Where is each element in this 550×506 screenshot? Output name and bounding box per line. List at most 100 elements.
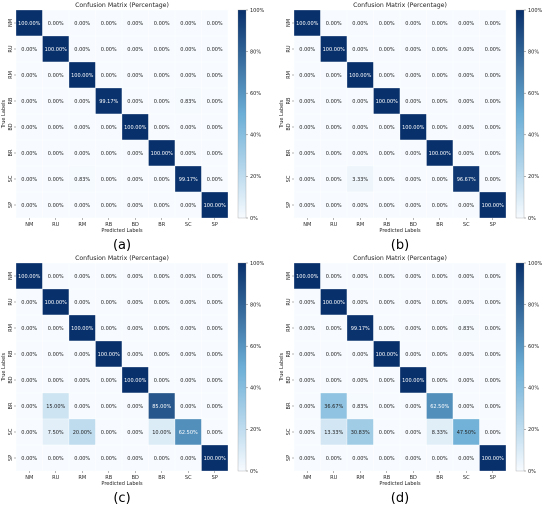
heatmap-cell bbox=[42, 61, 70, 89]
cell-value-label: 20.00% bbox=[73, 430, 92, 436]
cell-value-label: 0.00% bbox=[458, 300, 474, 306]
heatmap-cell bbox=[373, 366, 401, 394]
cell-value-label: 0.00% bbox=[207, 378, 223, 384]
cell-value-label: 0.00% bbox=[405, 456, 421, 462]
cell-value-label: 0.00% bbox=[432, 326, 448, 332]
x-tick-label: RU bbox=[52, 475, 59, 481]
cell-value-label: 0.00% bbox=[299, 151, 315, 157]
cell-value-label: 0.00% bbox=[21, 125, 37, 131]
cell-value-label: 0.00% bbox=[352, 47, 368, 53]
cell-value-label: 0.00% bbox=[21, 73, 37, 79]
cell-value-label: 0.00% bbox=[101, 47, 117, 53]
heatmap-cell bbox=[68, 61, 96, 89]
cell-value-label: 0.00% bbox=[352, 300, 368, 306]
y-tick-label: SC bbox=[286, 175, 292, 182]
heatmap-cell bbox=[121, 314, 149, 342]
colorbar-tick-label: 20% bbox=[528, 427, 539, 433]
cell-value-label: 0.00% bbox=[127, 274, 143, 280]
x-tick-label: NM bbox=[303, 222, 311, 228]
y-tick-label: SP bbox=[8, 455, 14, 461]
heatmap-cell bbox=[68, 418, 96, 446]
heatmap-cell bbox=[399, 444, 427, 472]
colorbar-tick-label: 0% bbox=[250, 469, 258, 475]
heatmap-cell bbox=[426, 288, 454, 316]
cell-value-label: 0.00% bbox=[21, 99, 37, 105]
heatmap-cell bbox=[42, 288, 70, 316]
cell-value-label: 0.00% bbox=[207, 47, 223, 53]
y-tick-label: RB bbox=[8, 350, 14, 357]
colorbar-tick-label: 80% bbox=[250, 49, 261, 55]
cell-value-label: 0.00% bbox=[207, 430, 223, 436]
cell-value-label: 0.00% bbox=[74, 378, 90, 384]
colorbar-tick-label: 40% bbox=[528, 133, 539, 139]
heatmap-cell bbox=[68, 262, 96, 290]
heatmap-cell bbox=[201, 340, 229, 368]
x-tick-label: SC bbox=[463, 475, 470, 481]
cell-value-label: 0.00% bbox=[74, 274, 90, 280]
cell-value-label: 0.00% bbox=[485, 47, 501, 53]
heatmap-cell bbox=[201, 392, 229, 420]
cell-value-label: 0.00% bbox=[458, 274, 474, 280]
cell-value-label: 0.00% bbox=[485, 378, 501, 384]
heatmap-cell bbox=[479, 139, 507, 167]
heatmap-cell bbox=[426, 35, 454, 63]
cell-value-label: 47.50% bbox=[457, 430, 476, 436]
colorbar-tick-label: 60% bbox=[250, 344, 261, 350]
heatmap-cell bbox=[121, 262, 149, 290]
cell-value-label: 0.00% bbox=[379, 47, 395, 53]
cell-value-label: 0.00% bbox=[326, 177, 342, 183]
panel-label: (b) bbox=[391, 238, 409, 253]
cell-value-label: 0.00% bbox=[379, 456, 395, 462]
cell-value-label: 0.00% bbox=[485, 151, 501, 157]
heatmap-cell bbox=[95, 35, 123, 63]
colorbar-tick-label: 100% bbox=[528, 261, 543, 267]
cell-value-label: 0.00% bbox=[458, 378, 474, 384]
heatmap-cell bbox=[373, 139, 401, 167]
heatmap-cell bbox=[320, 191, 348, 219]
cell-value-label: 0.00% bbox=[21, 326, 37, 332]
heatmap-cell bbox=[320, 418, 348, 446]
cell-value-label: 0.00% bbox=[352, 151, 368, 157]
heatmap-cell bbox=[201, 288, 229, 316]
cell-value-label: 100.00% bbox=[18, 274, 40, 280]
heatmap-cell bbox=[373, 340, 401, 368]
cell-value-label: 0.00% bbox=[326, 326, 342, 332]
heatmap-cell bbox=[174, 392, 202, 420]
heatmap-cell bbox=[174, 35, 202, 63]
heatmap-cell bbox=[399, 262, 427, 290]
cell-value-label: 0.00% bbox=[379, 300, 395, 306]
heatmap-cell bbox=[320, 340, 348, 368]
cell-value-label: 0.83% bbox=[352, 404, 368, 410]
heatmap-cell bbox=[373, 165, 401, 193]
cell-value-label: 0.00% bbox=[74, 300, 90, 306]
heatmap-cell bbox=[148, 366, 176, 394]
cell-value-label: 0.00% bbox=[458, 99, 474, 105]
cell-value-label: 100.00% bbox=[45, 47, 67, 53]
cell-value-label: 0.00% bbox=[485, 300, 501, 306]
cell-value-label: 0.00% bbox=[352, 203, 368, 209]
cell-value-label: 0.00% bbox=[127, 21, 143, 27]
heatmap-cell bbox=[95, 392, 123, 420]
cell-value-label: 0.00% bbox=[299, 203, 315, 209]
y-tick-label: BR bbox=[8, 149, 14, 156]
colorbar-tick-label: 60% bbox=[250, 91, 261, 97]
heatmap-cell bbox=[68, 87, 96, 115]
cell-value-label: 0.00% bbox=[207, 326, 223, 332]
heatmap-cell bbox=[320, 113, 348, 141]
cell-value-label: 0.00% bbox=[154, 203, 170, 209]
heatmap-cell bbox=[148, 35, 176, 63]
y-tick-label: BD bbox=[286, 376, 292, 383]
cell-value-label: 0.00% bbox=[127, 177, 143, 183]
heatmap-cell bbox=[95, 262, 123, 290]
cell-value-label: 0.00% bbox=[127, 300, 143, 306]
heatmap-cell bbox=[346, 418, 374, 446]
cell-value-label: 100.00% bbox=[402, 125, 424, 131]
heatmap-cell bbox=[452, 444, 480, 472]
cell-value-label: 0.00% bbox=[432, 47, 448, 53]
cell-value-label: 0.00% bbox=[326, 456, 342, 462]
cell-value-label: 0.00% bbox=[432, 73, 448, 79]
heatmap-cell bbox=[346, 366, 374, 394]
heatmap-cell bbox=[452, 9, 480, 37]
cell-value-label: 100.00% bbox=[482, 456, 504, 462]
